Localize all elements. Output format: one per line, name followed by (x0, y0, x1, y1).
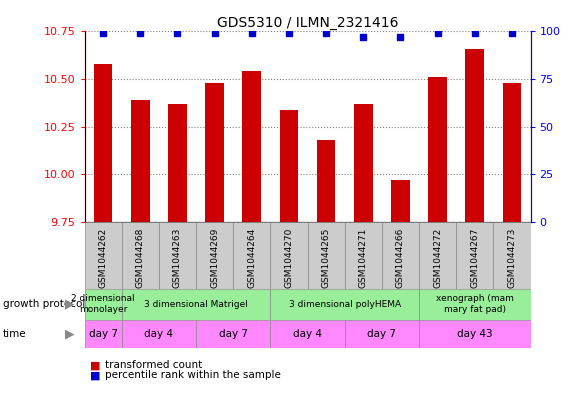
Bar (85, 289, 122, 320)
Bar (503, 83, 521, 222)
Bar (271, 222, 308, 289)
Title: GDS5310 / ILMN_2321416: GDS5310 / ILMN_2321416 (217, 17, 398, 30)
Text: 3 dimensional Matrigel: 3 dimensional Matrigel (144, 300, 248, 309)
Bar (345, 320, 419, 348)
Bar (391, 180, 410, 222)
Bar (196, 320, 271, 348)
Bar (345, 222, 382, 289)
Bar (465, 49, 484, 222)
Bar (382, 222, 419, 289)
Text: GSM1044273: GSM1044273 (507, 228, 517, 288)
Bar (168, 104, 187, 222)
Text: growth protocol: growth protocol (3, 299, 85, 309)
Bar (354, 104, 373, 222)
Bar (85, 222, 122, 289)
Text: GSM1044264: GSM1044264 (247, 228, 257, 288)
Bar (429, 77, 447, 222)
Text: time: time (3, 329, 27, 339)
Text: GSM1044266: GSM1044266 (396, 228, 405, 288)
Text: day 7: day 7 (89, 329, 118, 339)
Bar (271, 320, 345, 348)
Text: GSM1044269: GSM1044269 (210, 228, 219, 288)
Text: day 7: day 7 (367, 329, 396, 339)
Bar (205, 83, 224, 222)
Bar (308, 222, 345, 289)
Text: day 4: day 4 (293, 329, 322, 339)
Text: ■: ■ (90, 370, 101, 380)
Bar (493, 222, 531, 289)
Text: ▶: ▶ (65, 327, 75, 340)
Bar (122, 320, 196, 348)
Text: GSM1044270: GSM1044270 (285, 228, 293, 288)
Bar (317, 140, 335, 222)
Text: GSM1044268: GSM1044268 (136, 228, 145, 288)
Bar (456, 222, 493, 289)
Bar (419, 289, 531, 320)
Text: GSM1044271: GSM1044271 (359, 228, 368, 288)
Bar (271, 289, 419, 320)
Text: transformed count: transformed count (105, 360, 202, 371)
Bar (94, 64, 113, 222)
Text: GSM1044265: GSM1044265 (322, 228, 331, 288)
Text: day 4: day 4 (145, 329, 173, 339)
Text: GSM1044272: GSM1044272 (433, 228, 442, 288)
Text: ■: ■ (90, 360, 101, 371)
Bar (159, 222, 196, 289)
Bar (131, 100, 150, 222)
Text: 2 dimensional
monolayer: 2 dimensional monolayer (71, 294, 135, 314)
Text: 3 dimensional polyHEMA: 3 dimensional polyHEMA (289, 300, 401, 309)
Bar (243, 72, 261, 222)
Bar (122, 222, 159, 289)
Bar (233, 222, 271, 289)
Bar (280, 110, 298, 222)
Text: GSM1044267: GSM1044267 (470, 228, 479, 288)
Text: day 7: day 7 (219, 329, 248, 339)
Text: ▶: ▶ (65, 298, 75, 311)
Bar (419, 320, 531, 348)
Text: GSM1044263: GSM1044263 (173, 228, 182, 288)
Text: percentile rank within the sample: percentile rank within the sample (105, 370, 281, 380)
Text: day 43: day 43 (457, 329, 493, 339)
Bar (122, 289, 271, 320)
Bar (85, 320, 122, 348)
Bar (196, 222, 233, 289)
Text: GSM1044262: GSM1044262 (99, 228, 108, 288)
Bar (419, 222, 456, 289)
Text: xenograph (mam
mary fat pad): xenograph (mam mary fat pad) (436, 294, 514, 314)
